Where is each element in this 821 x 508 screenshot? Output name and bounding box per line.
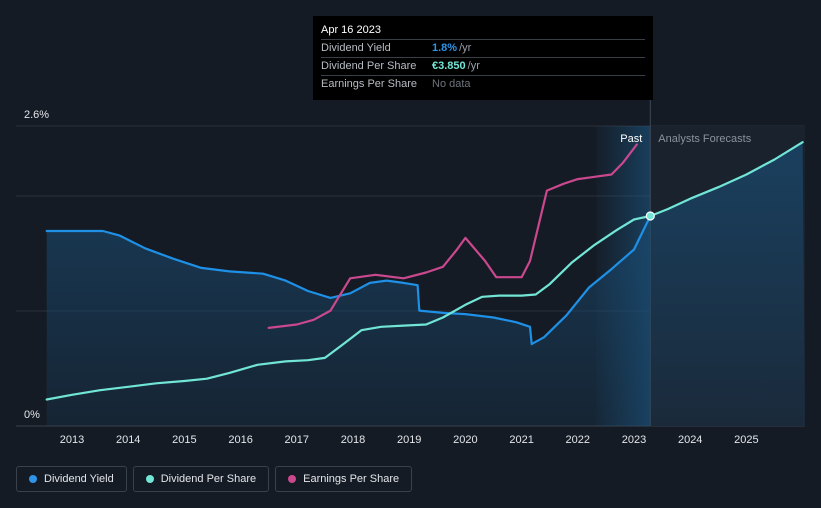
tooltip-date: Apr 16 2023 <box>321 24 381 36</box>
x-axis: 2013 2014 2015 2016 2017 2018 2019 2020 2021 2022… <box>60 434 759 446</box>
tooltip-value: 1.8% <box>432 42 458 54</box>
legend-item-earnings-per-share[interactable]: Earnings Per Share <box>275 466 413 492</box>
y-axis: 2.6% 0% <box>24 109 49 421</box>
x-tick-label: 2016 <box>228 434 252 446</box>
dividend-yield-area <box>46 142 805 426</box>
x-tick-label: 2014 <box>116 434 140 446</box>
x-tick-label: 2015 <box>172 434 196 446</box>
legend-item-dividend-yield[interactable]: Dividend Yield <box>16 466 127 492</box>
x-tick-label: 2013 <box>60 434 84 446</box>
forecast-label: Analysts Forecasts <box>658 133 751 145</box>
legend-dot-icon <box>288 475 297 483</box>
earnings-per-share-line <box>267 143 638 329</box>
x-tick-label: 2024 <box>678 434 702 446</box>
legend-label: Dividend Per Share <box>160 473 257 485</box>
tooltip-nodata: No data <box>432 78 471 90</box>
y-tick-label: 2.6% <box>24 109 49 121</box>
x-tick-label: 2023 <box>622 434 646 446</box>
markers <box>645 211 655 221</box>
x-tick-label: 2022 <box>566 434 590 446</box>
tooltip-label: Earnings Per Share <box>321 78 417 90</box>
tooltip-value: €3.850 <box>432 60 466 72</box>
past-label: Past <box>620 133 642 145</box>
legend-dot-icon <box>145 475 154 483</box>
tooltip-unit: /yr <box>467 60 480 72</box>
chart-tooltip: Apr 16 2023 Dividend Yield 1.8% /yr Divi… <box>313 16 653 100</box>
x-tick-label: 2020 <box>453 434 477 446</box>
legend-label: Dividend Yield <box>44 473 114 485</box>
dividend-yield-line <box>45 214 652 346</box>
y-tick-label: 0% <box>24 409 40 421</box>
dividend-per-share-line <box>45 141 804 401</box>
tooltip-unit: /yr <box>459 42 472 54</box>
x-tick-label: 2018 <box>341 434 365 446</box>
x-tick-label: 2021 <box>509 434 533 446</box>
x-tick-label: 2025 <box>734 434 758 446</box>
series-lines <box>45 141 804 401</box>
legend-dot-icon <box>29 475 37 483</box>
legend-label: Earnings Per Share <box>303 473 400 485</box>
current-point-marker <box>645 211 655 221</box>
tooltip-label: Dividend Yield <box>321 42 391 54</box>
x-tick-label: 2017 <box>285 434 309 446</box>
legend-item-dividend-per-share[interactable]: Dividend Per Share <box>132 466 270 492</box>
chart-legend: Dividend Yield Dividend Per Share Earnin… <box>16 466 413 492</box>
tooltip-row-dividend-per-share: Dividend Per Share €3.850 /yr <box>321 57 645 75</box>
tooltip-label: Dividend Per Share <box>321 60 417 72</box>
x-tick-label: 2019 <box>397 434 421 446</box>
series-areas <box>46 142 805 426</box>
tooltip-row-earnings-per-share: Earnings Per Share No data <box>321 75 645 93</box>
tooltip-row-dividend-yield: Dividend Yield 1.8% /yr <box>321 39 645 57</box>
